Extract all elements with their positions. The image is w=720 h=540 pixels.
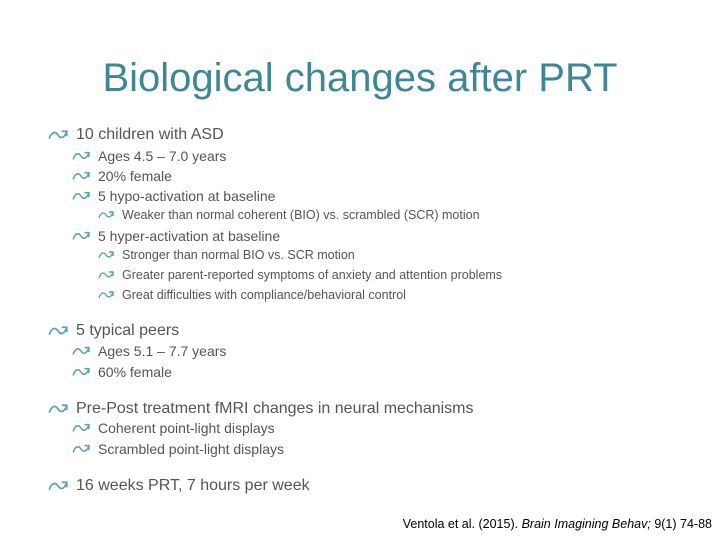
bullet-icon xyxy=(72,423,90,432)
bullet-icon xyxy=(72,346,90,355)
bullet-item: 10 children with ASD xyxy=(48,126,224,144)
bullet-text: 60% female xyxy=(98,364,172,380)
bullet-text: Scrambled point-light displays xyxy=(98,441,284,457)
bullet-text: 5 hyper-activation at baseline xyxy=(98,228,281,244)
bullet-item: Pre-Post treatment fMRI changes in neura… xyxy=(48,400,474,418)
slide-title: Biological changes after PRT xyxy=(102,56,618,100)
citation: Ventola et al. (2015). Brain Imagining B… xyxy=(403,517,712,531)
bullet-item: 5 typical peers xyxy=(48,322,179,340)
bullet-icon xyxy=(48,481,68,491)
bullet-icon xyxy=(72,151,90,160)
bullet-item: Ages 4.5 – 7.0 years xyxy=(72,148,226,164)
bullet-item: Greater parent-reported symptoms of anxi… xyxy=(98,268,502,282)
bullet-item: Coherent point-light displays xyxy=(72,420,275,436)
bullet-item: Weaker than normal coherent (BIO) vs. sc… xyxy=(98,208,480,222)
bullet-icon xyxy=(48,130,68,140)
bullet-item: 16 weeks PRT, 7 hours per week xyxy=(48,477,310,495)
citation-authors: Ventola et al. (2015). xyxy=(402,517,519,531)
bullet-icon xyxy=(72,444,90,453)
bullet-icon xyxy=(98,291,114,299)
bullet-text: 16 weeks PRT, 7 hours per week xyxy=(76,477,310,494)
bullet-text: Ages 4.5 – 7.0 years xyxy=(98,148,227,164)
bullet-icon xyxy=(48,326,68,336)
bullet-icon xyxy=(72,367,90,376)
bullet-text: 5 hypo-activation at baseline xyxy=(98,188,276,204)
bullet-item: Great difficulties with compliance/behav… xyxy=(98,288,406,302)
bullet-icon xyxy=(72,171,90,180)
bullet-text: Stronger than normal BIO vs. SCR motion xyxy=(122,248,355,262)
bullet-text: Greater parent-reported symptoms of anxi… xyxy=(122,268,503,282)
bullet-item: Ages 5.1 – 7.7 years xyxy=(72,343,226,359)
bullet-text: Pre-Post treatment fMRI changes in neura… xyxy=(76,400,474,417)
bullet-text: Coherent point-light displays xyxy=(98,420,275,436)
bullet-text: Ages 5.1 – 7.7 years xyxy=(98,343,227,359)
bullet-item: Stronger than normal BIO vs. SCR motion xyxy=(98,248,355,262)
bullet-icon xyxy=(72,231,90,240)
bullet-item: 20% female xyxy=(72,168,172,184)
bullet-icon xyxy=(98,251,114,259)
bullet-item: Scrambled point-light displays xyxy=(72,441,284,457)
bullet-item: 60% female xyxy=(72,364,172,380)
bullet-icon xyxy=(48,404,68,414)
bullet-item: 5 hyper-activation at baseline xyxy=(72,228,280,244)
bullet-text: 10 children with ASD xyxy=(76,126,224,143)
bullet-text: 5 typical peers xyxy=(76,322,180,339)
bullet-item: 5 hypo-activation at baseline xyxy=(72,188,275,204)
citation-journal: Brain Imagining Behav; xyxy=(521,517,651,531)
citation-volume: 9(1) 74-88 xyxy=(654,517,712,531)
bullet-icon xyxy=(98,271,114,279)
bullet-text: Weaker than normal coherent (BIO) vs. sc… xyxy=(122,208,480,222)
bullet-icon xyxy=(98,211,114,219)
bullet-icon xyxy=(72,191,90,200)
bullet-text: Great difficulties with compliance/behav… xyxy=(122,288,406,302)
bullet-text: 20% female xyxy=(98,168,172,184)
